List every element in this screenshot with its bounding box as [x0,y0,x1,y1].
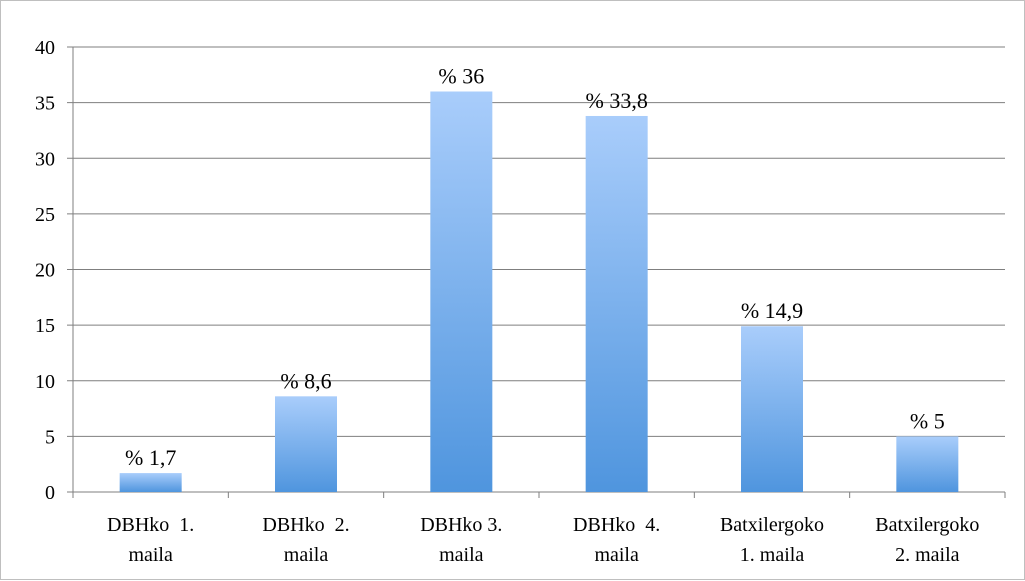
gridlines [73,46,1005,437]
data-label: % 5 [910,408,945,433]
x-category-label: maila [594,544,639,566]
labels: 0 5 10 15 20 25 30 35 40 % 1,7 DBHko 1. maila % 8,6 D… [35,37,979,566]
y-tick-label: 5 [45,426,55,448]
x-category-label: Batxilergoko [720,514,824,536]
y-tick-label: 0 [45,482,55,504]
bar [275,396,337,492]
bar [430,91,493,492]
x-category-label: maila [128,544,173,566]
data-label: % 8,6 [280,368,331,393]
y-tick-label: 30 [35,148,55,170]
x-category-label: DBHko 1. [107,514,194,536]
x-category-label: maila [439,544,484,566]
bars [119,91,959,492]
axes [67,46,1006,498]
x-category-label: 1. maila [740,544,805,566]
data-label: % 33,8 [586,88,648,113]
bar [119,473,182,492]
x-category-label: DBHko 4. [573,514,660,536]
y-tick-label: 20 [35,260,55,282]
data-label: % 36 [438,64,484,89]
x-category-label: maila [284,544,329,566]
y-tick-label: 25 [35,204,55,226]
x-category-label: 2. maila [895,544,960,566]
y-tick-label: 15 [35,315,55,337]
x-category-label: Batxilergoko [875,514,979,536]
y-tick-label: 40 [35,37,55,59]
data-label: % 14,9 [741,298,803,323]
x-category-label: DBHko 2. [262,514,349,536]
data-label: % 1,7 [125,445,176,470]
bar [741,326,803,492]
bar [896,436,959,492]
x-category-label: DBHko 3. [420,514,502,536]
bar [585,115,648,492]
y-tick-label: 10 [35,371,55,393]
y-tick-label: 35 [35,93,55,115]
